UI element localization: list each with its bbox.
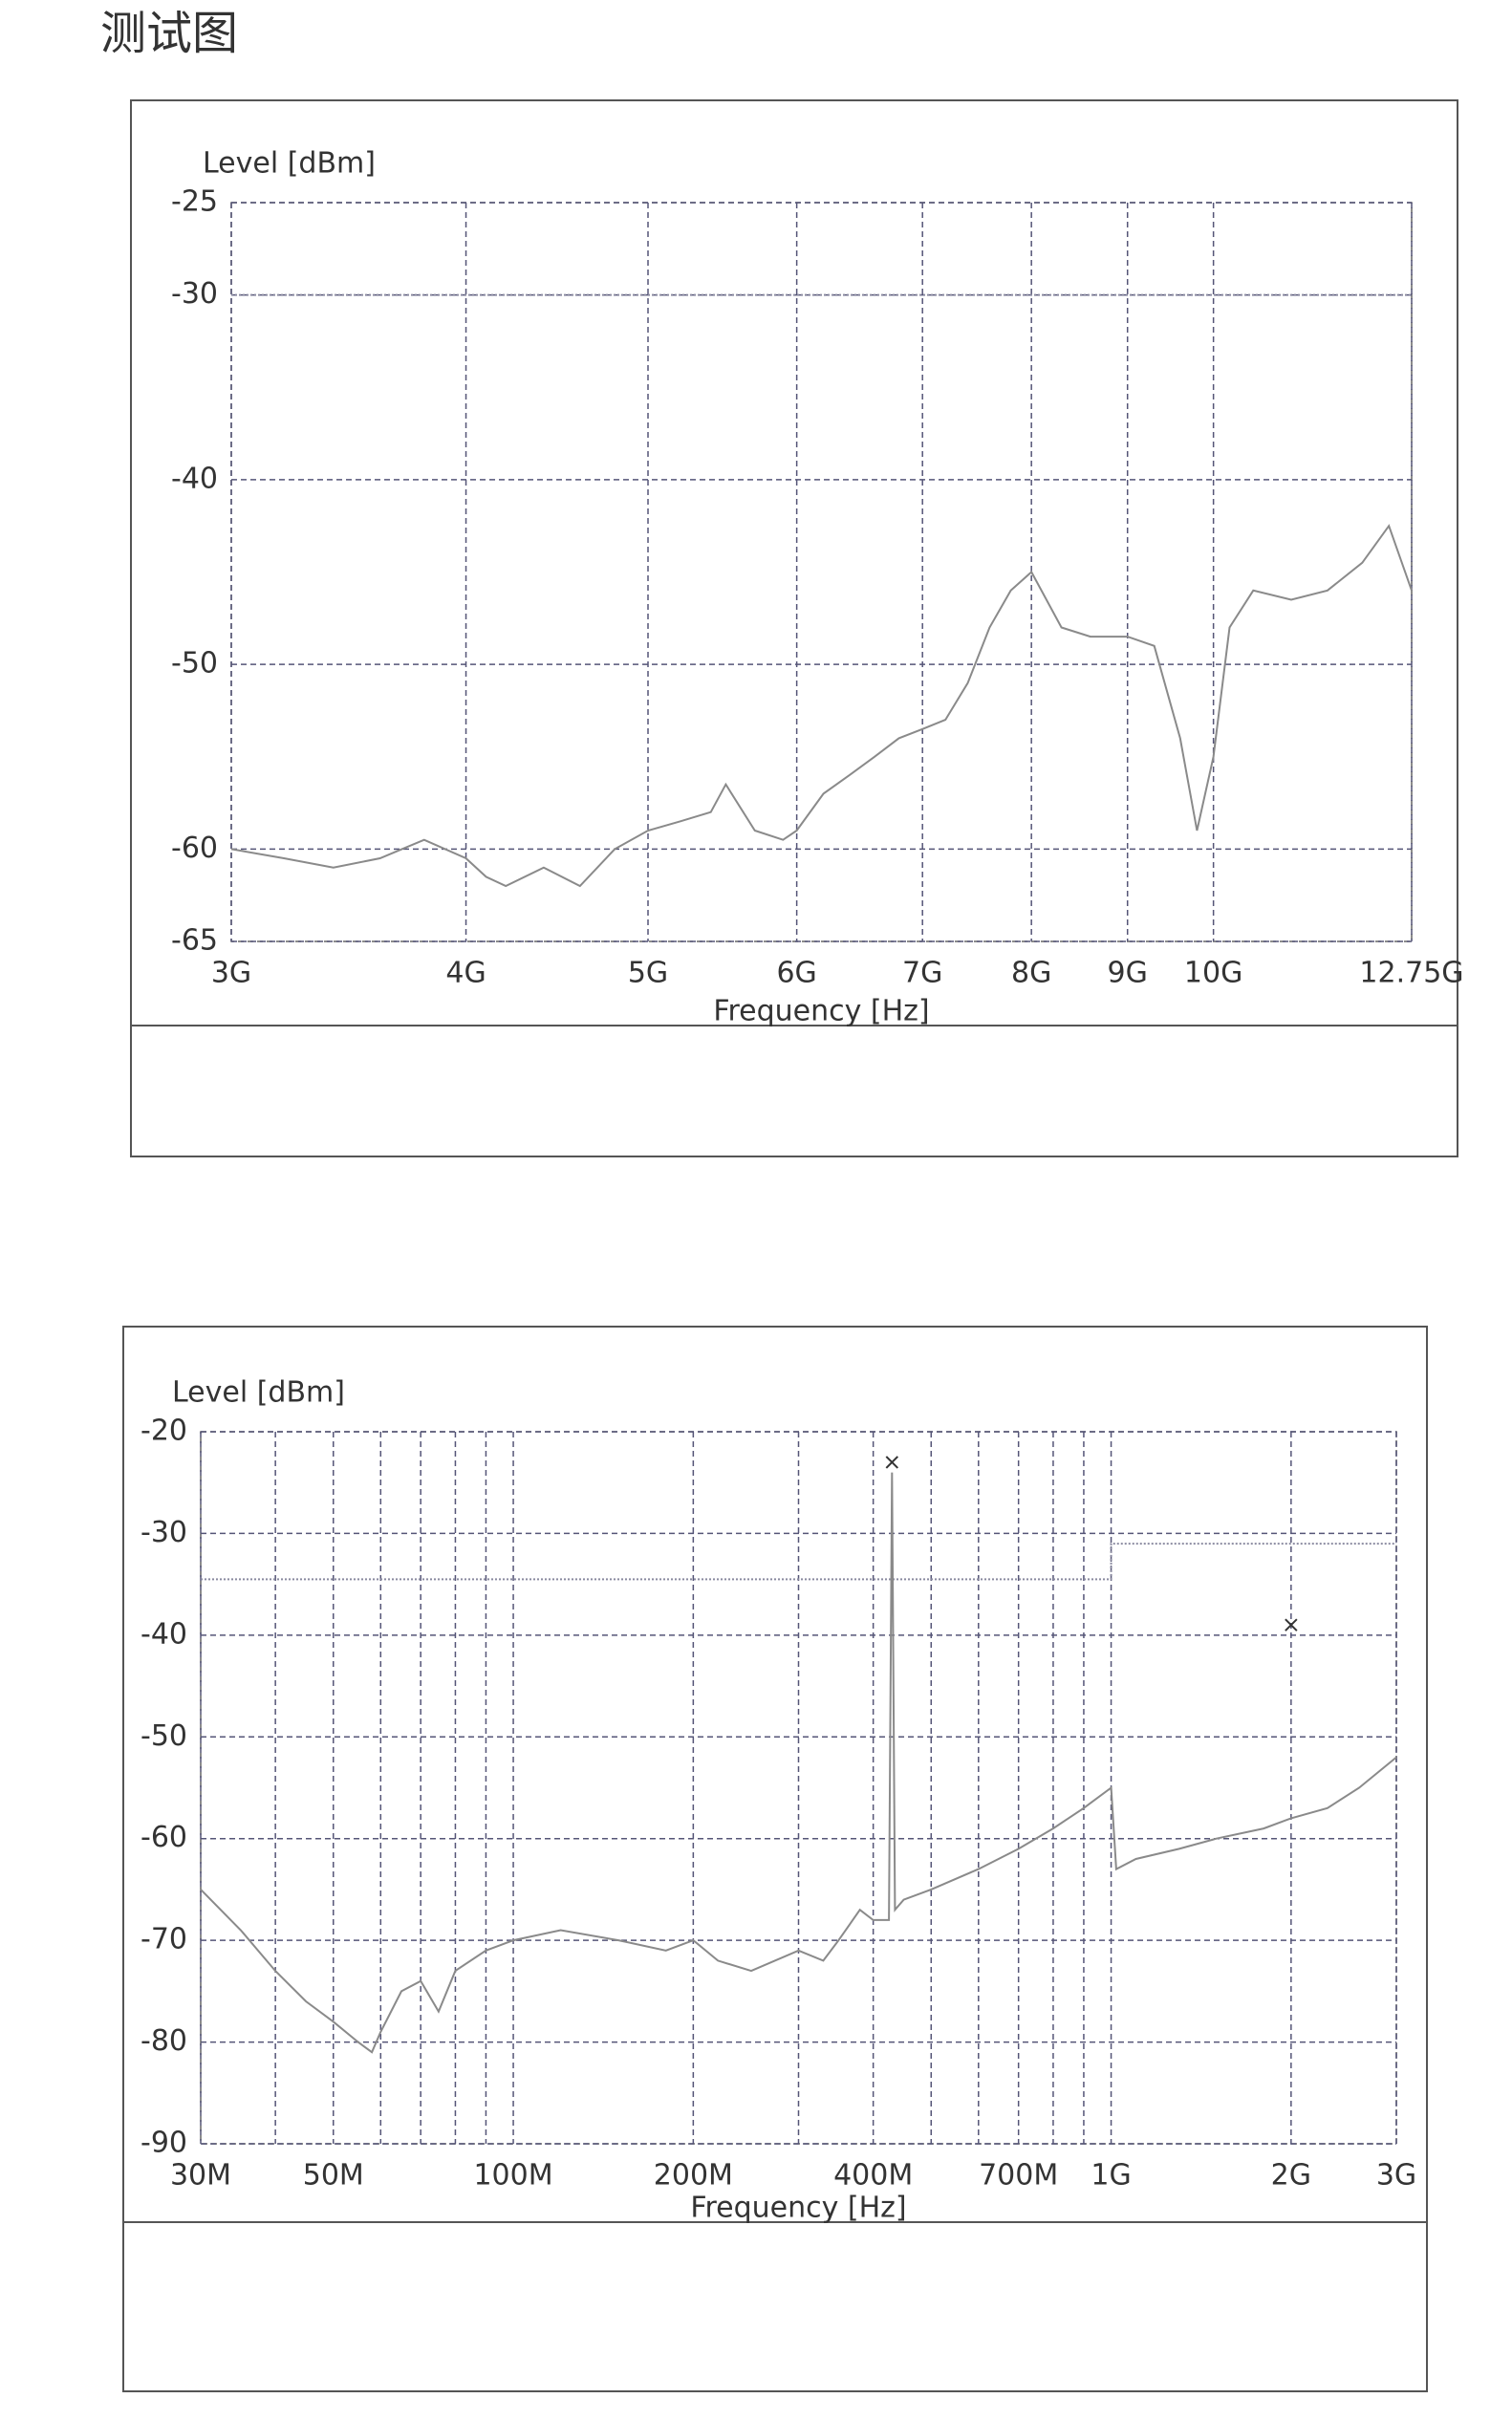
x-tick-label: 700M [979,2159,1058,2193]
chart-frame [130,99,1458,1157]
x-tick-label: 12.75G [1359,957,1463,990]
trace [230,524,1413,888]
y-tick-label: -20 [140,1415,187,1448]
y-tick-label: -60 [140,1821,187,1854]
plot-border [230,202,1413,942]
y-axis-label: Level [dBm] [172,1376,345,1410]
y-tick-label: -65 [171,924,218,958]
x-axis-label: Frequency [Hz] [713,995,929,1028]
x-tick-label: 3G [1376,2159,1416,2193]
x-tick-label: 6G [776,957,816,990]
y-tick-label: -30 [140,1516,187,1549]
y-tick-label: -30 [171,277,218,311]
x-tick-label: 100M [473,2159,552,2193]
x-tick-label: 400M [833,2159,913,2193]
y-tick-label: -60 [171,832,218,865]
peak-marker [1285,1618,1298,1631]
y-tick-label: -40 [140,1617,187,1651]
heading: 测试图 [100,7,238,60]
chart-frame [122,1326,1428,2392]
x-tick-label: 2G [1271,2159,1311,2193]
x-tick-label: 5G [628,957,668,990]
trace [200,1472,1397,2054]
y-tick-label: -25 [171,185,218,219]
x-tick-label: 8G [1011,957,1051,990]
limit-line [201,1543,1396,1581]
x-tick-label: 200M [654,2159,733,2193]
x-tick-label: 7G [902,957,942,990]
x-tick-label: 10G [1184,957,1242,990]
y-tick-label: -80 [140,2024,187,2058]
x-axis-label: Frequency [Hz] [690,2192,906,2225]
y-tick-label: -40 [171,462,218,495]
x-tick-label: 4G [445,957,486,990]
y-axis-label: Level [dBm] [203,147,376,181]
peak-marker [885,1456,899,1469]
x-tick-label: 50M [303,2159,364,2193]
y-tick-label: -70 [140,1923,187,1956]
y-tick-label: -50 [171,647,218,681]
x-tick-label: 3G [211,957,251,990]
y-tick-label: -90 [140,2127,187,2160]
x-tick-label: 9G [1108,957,1148,990]
y-tick-label: -50 [140,1719,187,1753]
x-tick-label: 1G [1091,2159,1131,2193]
x-tick-label: 30M [170,2159,231,2193]
